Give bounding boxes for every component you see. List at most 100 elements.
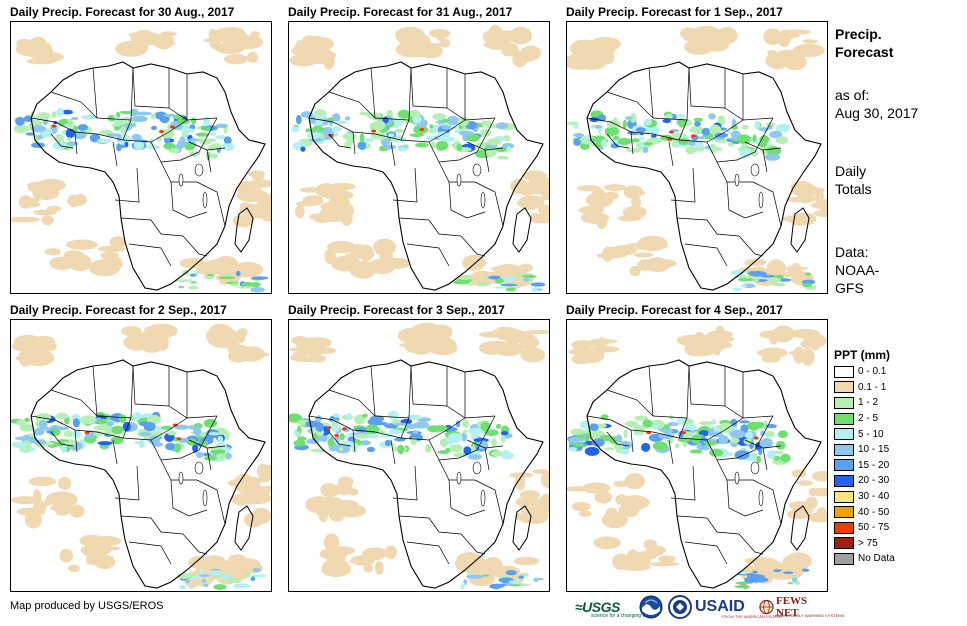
asof-value: Aug 30, 2017 [835,105,919,121]
rain-cell [139,421,150,427]
dry-patch [603,191,619,200]
legend-item: 20 - 30 [834,473,944,489]
dry-patch [13,334,44,349]
rain-cell [106,133,122,137]
rain-cell [305,128,311,133]
rain-cell [156,135,162,142]
rain-cell [696,443,712,451]
rain-cell [66,137,72,142]
country-border [182,235,208,257]
rain-cell [203,418,218,428]
rain-cell [225,452,232,460]
rain-cell [145,144,161,150]
heavy-rain-cell [334,433,340,437]
rain-cell [523,278,530,282]
rain-cell [466,134,480,142]
rain-cell [613,442,624,451]
heavy-rain-cell [51,124,57,128]
country-border [30,117,98,135]
dry-patch [792,212,817,226]
rain-cell [727,142,735,147]
country-border [630,131,634,155]
rain-cell [117,144,127,149]
noaa-emblem-icon [639,595,663,619]
rain-cell [63,430,74,438]
country-border [484,447,490,471]
rain-cell [717,115,726,126]
rain-cell [97,138,112,144]
rain-cell [787,582,794,585]
panel-title: Daily Precip. Forecast for 30 Aug., 2017 [10,5,235,19]
rain-cell [30,120,43,127]
country-border [586,117,654,135]
precip-field [567,325,827,590]
dry-patch [321,561,352,577]
rain-cell [641,442,651,452]
rain-cell [331,419,339,427]
rain-cell [482,275,489,279]
country-border [122,119,132,141]
dry-patch [367,552,382,561]
dry-patch [622,205,647,219]
rain-cell [397,146,408,152]
country-border [652,365,690,419]
dry-patch [571,501,591,512]
rain-cell [669,415,674,420]
lake [194,163,204,177]
noaa-logo [639,594,665,620]
dry-patch [785,196,817,203]
country-border [606,389,654,417]
dry-patch [567,486,592,492]
rain-cell [66,118,73,123]
dry-patch [801,348,815,366]
dry-patch [33,209,57,216]
rain-cell [447,432,463,443]
rain-cell [250,286,265,293]
dry-patch [636,550,664,557]
country-border [448,479,486,517]
rain-cell [513,273,531,276]
rain-cell [52,141,66,150]
rain-cell [96,418,108,425]
rain-cell [179,136,185,145]
dry-patch [252,170,265,182]
heavy-rain-cell [681,431,687,435]
legend-title: PPT (mm) [834,348,891,362]
rain-cell [626,148,631,152]
country-border [120,515,184,535]
dry-patch [65,239,98,250]
dry-patch [615,494,628,505]
dry-patch [365,251,375,258]
forecast-title: Precip. Forecast [835,25,893,61]
rain-cell [46,430,55,434]
country-border [410,365,448,407]
country-border [428,417,466,441]
fews-tagline: FAMINE EARLY WARNING SYSTEMS [775,613,845,618]
dry-patch [761,355,781,363]
rain-cell [25,132,35,136]
rain-cell [638,136,646,141]
africa-coastline [30,61,266,291]
rain-cell [744,431,753,440]
rain-cell [490,450,504,457]
dry-patch [223,53,249,65]
rain-cell [615,434,623,443]
dry-patch [753,558,768,573]
rain-cell [496,155,509,160]
forecast-panel: Daily Precip. Forecast for 4 Sep., 2017 [566,302,828,592]
lake [178,471,184,485]
rain-cell [252,567,261,573]
rain-cell [209,132,217,136]
country-border [400,417,410,439]
country-border [606,133,630,149]
rain-cell [363,137,374,143]
heavy-rain-cell [668,130,674,134]
dry-patch [517,53,536,62]
rain-cell [471,445,476,453]
rain-cell [393,422,410,426]
dry-patch [494,263,523,280]
legend-label: 20 - 30 [858,475,890,487]
country-border [448,181,486,219]
dry-patch [513,556,540,566]
rain-cell [337,120,348,124]
